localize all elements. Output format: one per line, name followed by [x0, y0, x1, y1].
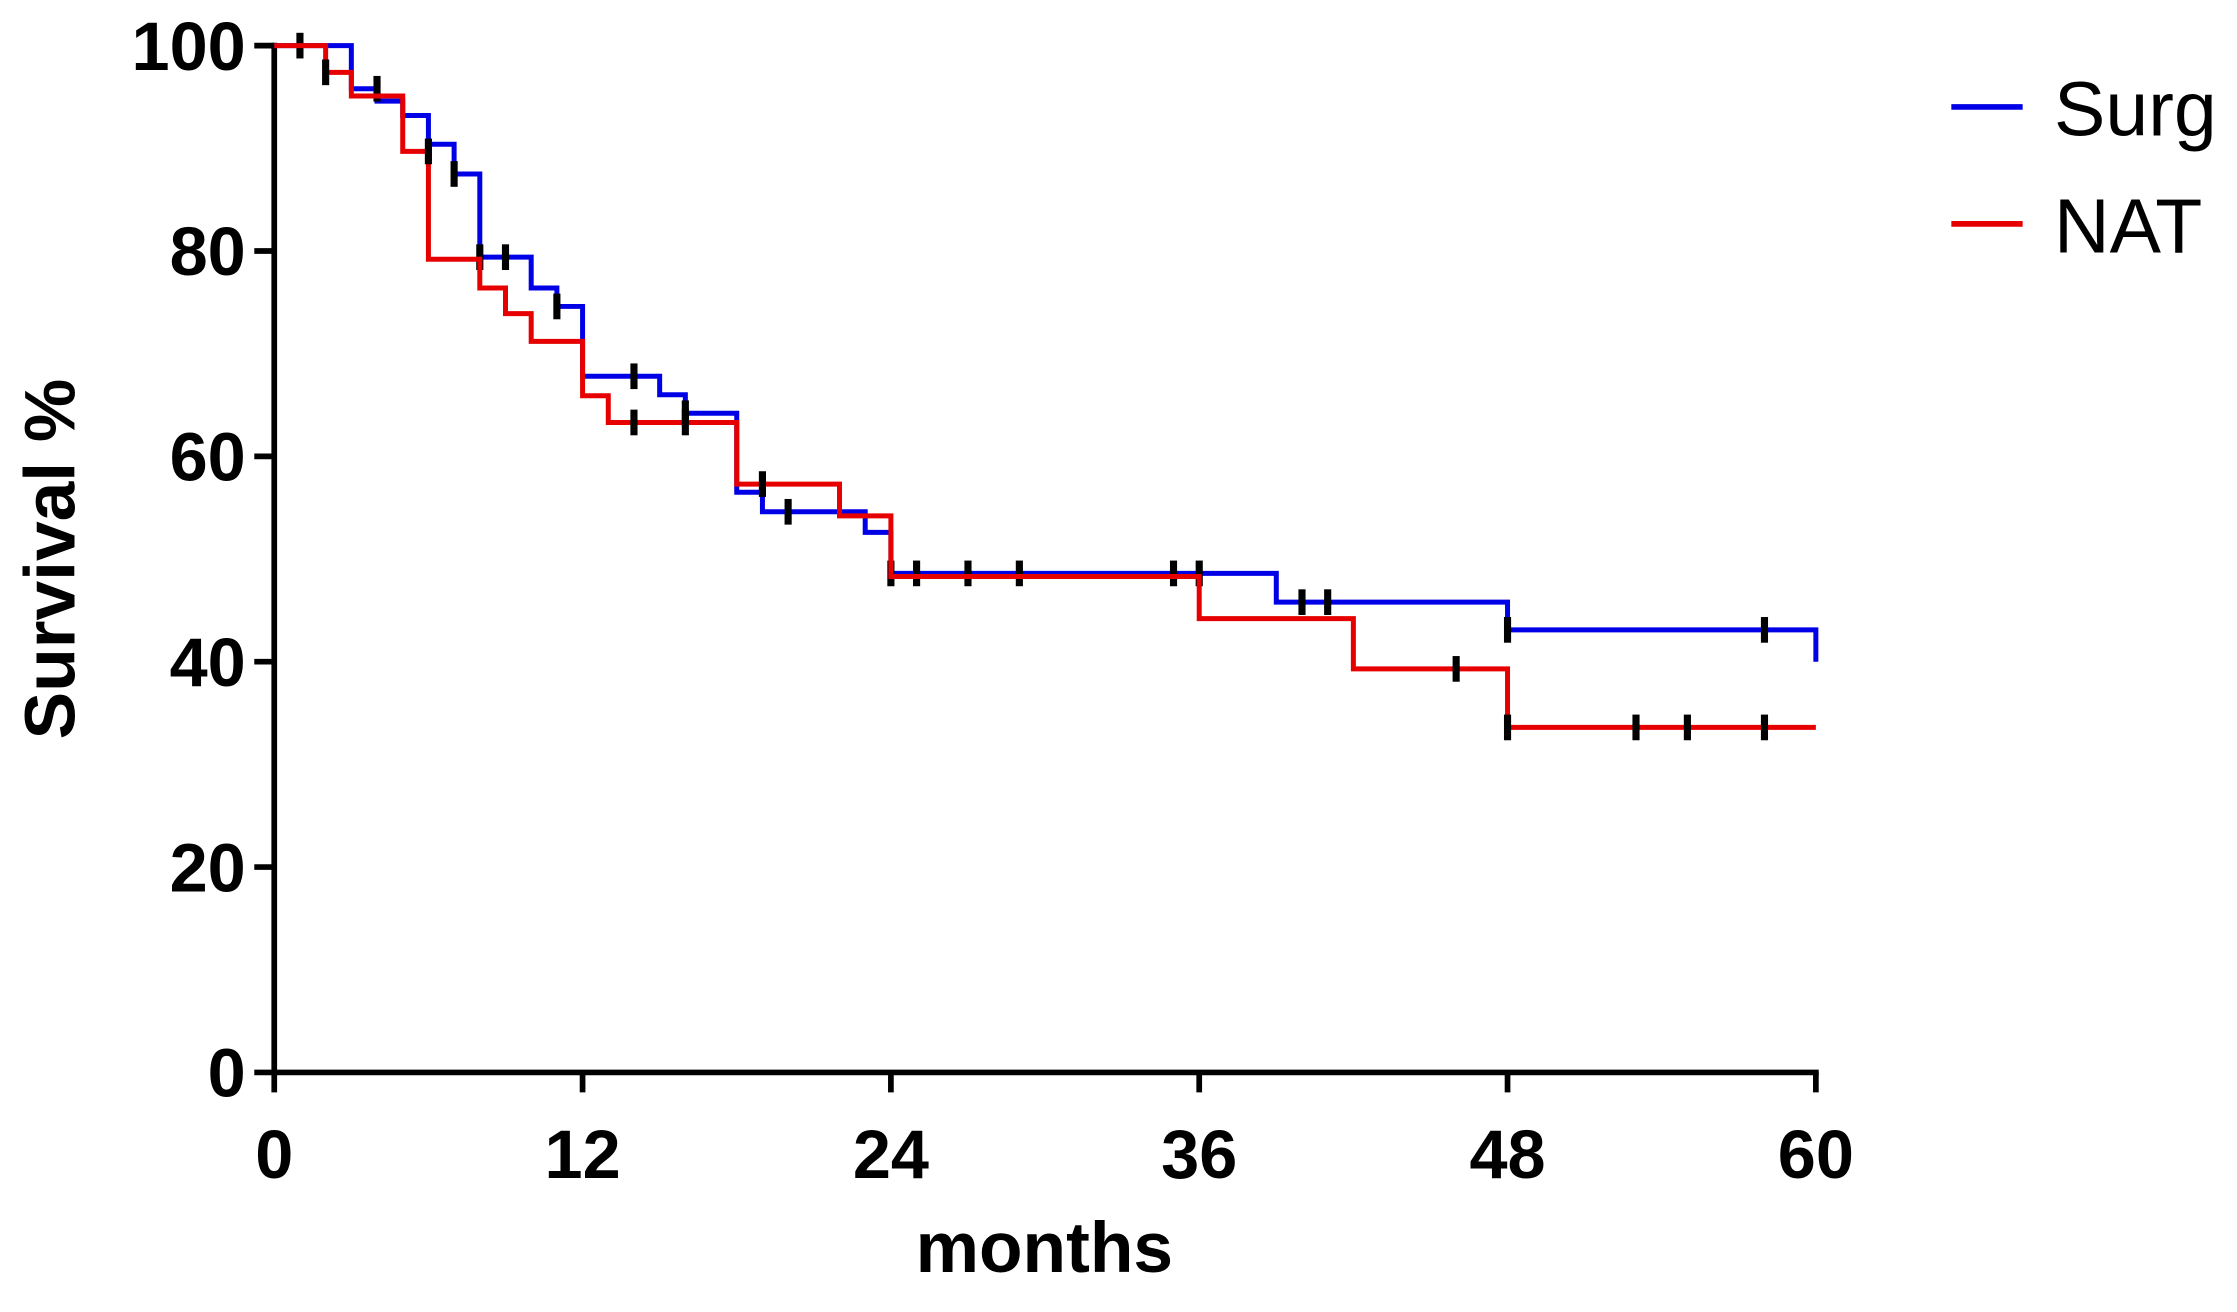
y-axis-title: Survival % — [11, 379, 91, 740]
legend-label: NAT — [2054, 183, 2202, 269]
x-tick-label: 0 — [255, 1116, 293, 1193]
y-tick-label: 0 — [208, 1035, 246, 1112]
y-tick-label: 100 — [132, 8, 246, 85]
x-tick-label: 12 — [545, 1116, 621, 1193]
x-tick-label: 48 — [1469, 1116, 1545, 1193]
x-tick-label: 24 — [853, 1116, 929, 1193]
y-tick-label: 40 — [170, 624, 246, 701]
survival-line — [274, 43, 1819, 662]
x-axis-title: months — [916, 1208, 1173, 1288]
legend-label: Surg — [2054, 66, 2217, 152]
x-tick-label: 36 — [1161, 1116, 1237, 1193]
y-tick-label: 80 — [170, 213, 246, 290]
x-tick-label: 60 — [1778, 1116, 1854, 1193]
y-tick-label: 20 — [170, 829, 246, 906]
y-tick-label: 60 — [170, 419, 246, 496]
survival-line — [274, 43, 1816, 730]
